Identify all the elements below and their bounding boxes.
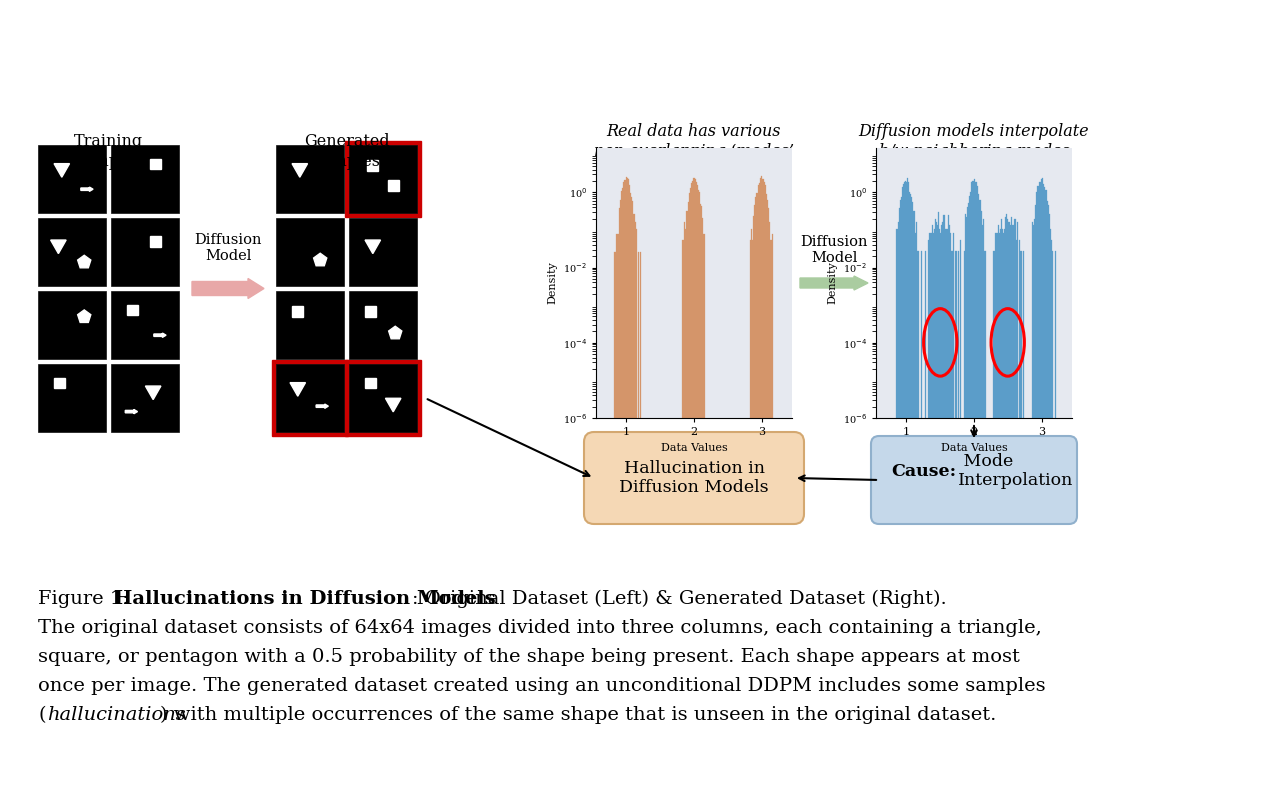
Bar bbox=[127, 305, 138, 315]
Text: Diffusion models interpolate: Diffusion models interpolate bbox=[859, 123, 1089, 140]
Text: The original dataset consists of 64x64 images divided into three columns, each c: The original dataset consists of 64x64 i… bbox=[38, 619, 1042, 637]
FancyArrow shape bbox=[800, 276, 868, 290]
Bar bbox=[365, 306, 376, 317]
FancyArrow shape bbox=[125, 410, 137, 413]
Bar bbox=[273, 360, 348, 436]
Bar bbox=[38, 218, 106, 286]
Bar bbox=[349, 218, 417, 286]
Bar bbox=[292, 306, 303, 317]
Bar bbox=[349, 145, 417, 213]
Text: Training
Samples: Training Samples bbox=[74, 133, 143, 170]
Polygon shape bbox=[54, 163, 69, 177]
Polygon shape bbox=[291, 383, 306, 396]
Text: hallucinations: hallucinations bbox=[47, 706, 186, 724]
Bar bbox=[349, 364, 417, 432]
Text: ) with multiple occurrences of the same shape that is unseen in the original dat: ) with multiple occurrences of the same … bbox=[160, 706, 996, 724]
Text: Cause:: Cause: bbox=[891, 462, 956, 479]
Text: once per image. The generated dataset created using an unconditional DDPM includ: once per image. The generated dataset cr… bbox=[38, 677, 1046, 695]
Text: Diffusion
Model: Diffusion Model bbox=[195, 233, 261, 263]
Polygon shape bbox=[389, 326, 402, 339]
Polygon shape bbox=[78, 255, 91, 268]
Text: Figure 1:: Figure 1: bbox=[38, 590, 134, 608]
Y-axis label: Density: Density bbox=[548, 262, 557, 304]
Polygon shape bbox=[314, 253, 326, 266]
Bar bbox=[388, 180, 398, 191]
Text: : Original Dataset (Left) & Generated Dataset (Right).: : Original Dataset (Left) & Generated Da… bbox=[412, 590, 947, 608]
Bar bbox=[346, 360, 421, 436]
Bar bbox=[38, 145, 106, 213]
Text: Mode
Interpolation: Mode Interpolation bbox=[957, 453, 1074, 490]
Bar bbox=[111, 364, 179, 432]
FancyArrow shape bbox=[81, 187, 93, 191]
Y-axis label: Density: Density bbox=[827, 262, 837, 304]
Text: Generated
Samples: Generated Samples bbox=[303, 133, 389, 170]
Bar bbox=[111, 218, 179, 286]
Polygon shape bbox=[51, 240, 67, 254]
Text: Hallucination in
Diffusion Models: Hallucination in Diffusion Models bbox=[620, 460, 769, 496]
Bar bbox=[150, 237, 161, 248]
X-axis label: Data Values: Data Values bbox=[941, 443, 1007, 453]
Bar bbox=[276, 218, 344, 286]
Text: Real data has various: Real data has various bbox=[607, 123, 781, 140]
Bar bbox=[349, 291, 417, 359]
Bar bbox=[276, 145, 344, 213]
Text: (: ( bbox=[38, 706, 46, 724]
Polygon shape bbox=[385, 399, 401, 412]
Polygon shape bbox=[365, 240, 380, 254]
Text: square, or pentagon with a 0.5 probability of the shape being present. Each shap: square, or pentagon with a 0.5 probabili… bbox=[38, 648, 1020, 666]
Bar bbox=[346, 141, 421, 217]
Bar bbox=[111, 145, 179, 213]
Polygon shape bbox=[146, 386, 161, 399]
Bar bbox=[54, 377, 65, 388]
Bar bbox=[150, 159, 161, 170]
FancyArrow shape bbox=[192, 278, 264, 299]
Text: b/w neighboring modes: b/w neighboring modes bbox=[878, 143, 1069, 160]
FancyBboxPatch shape bbox=[584, 432, 804, 524]
Bar bbox=[38, 291, 106, 359]
Text: non-overlapping ‘modes’: non-overlapping ‘modes’ bbox=[594, 143, 794, 160]
FancyArrow shape bbox=[316, 404, 329, 408]
Polygon shape bbox=[292, 163, 307, 177]
Bar bbox=[365, 377, 376, 388]
Bar bbox=[276, 364, 344, 432]
Bar bbox=[367, 160, 379, 171]
Text: Diffusion
Model: Diffusion Model bbox=[800, 235, 868, 265]
FancyArrow shape bbox=[154, 333, 166, 337]
FancyBboxPatch shape bbox=[870, 436, 1076, 524]
Bar bbox=[38, 364, 106, 432]
X-axis label: Data Values: Data Values bbox=[660, 443, 727, 453]
Bar bbox=[111, 291, 179, 359]
Polygon shape bbox=[78, 310, 91, 322]
Bar bbox=[276, 291, 344, 359]
Text: Hallucinations in Diffusion Models: Hallucinations in Diffusion Models bbox=[114, 590, 495, 608]
